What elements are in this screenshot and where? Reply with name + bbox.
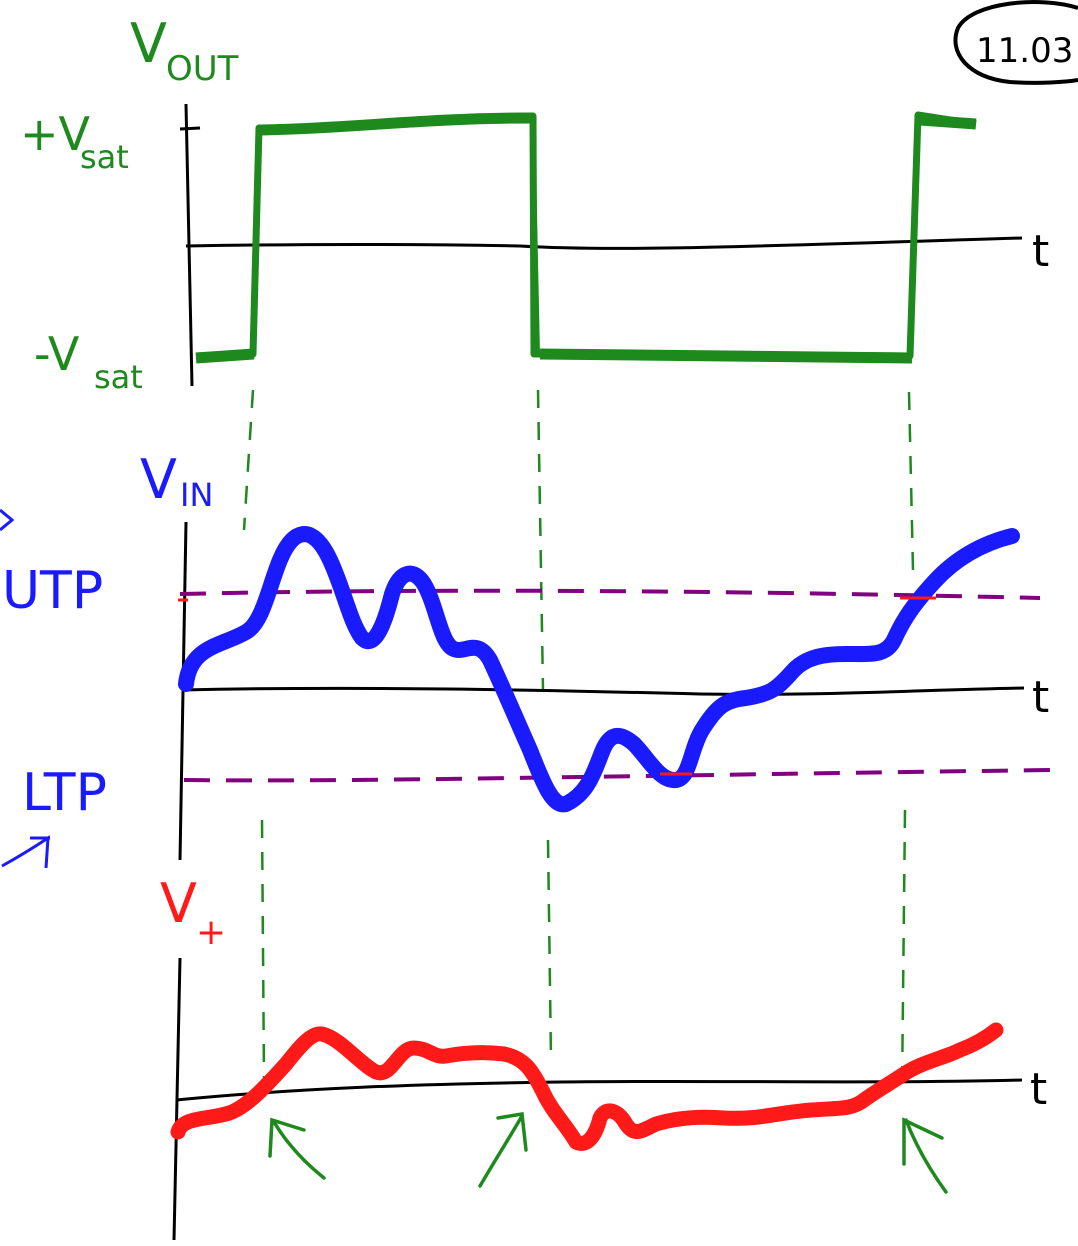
utp-label: UTP	[2, 561, 103, 621]
neg-sat-label: -V	[34, 327, 80, 381]
vout-time-axis	[185, 236, 1023, 250]
vin-panel: V IN UTP LTP t	[0, 448, 1053, 869]
vout-time-label: t	[1032, 226, 1049, 277]
arrow-icon-1	[268, 1117, 326, 1180]
ltp-threshold-line	[183, 768, 1053, 783]
vplus-waveform	[170, 1022, 1004, 1151]
vout-pos-tick	[179, 126, 201, 131]
vin-time-label: t	[1032, 672, 1049, 723]
page-tag: 11.03	[953, 0, 1078, 85]
page-tag-text: 11.03	[976, 31, 1073, 71]
vplus-panel: V + t	[160, 872, 1047, 1241]
arrow-icon-3	[902, 1117, 948, 1194]
vout-low-seg-2	[539, 348, 913, 364]
vin-axis-subscript: IN	[180, 476, 213, 514]
vout-edge-2	[531, 117, 540, 355]
vout-edge-3	[908, 119, 920, 353]
guide-line-1b	[260, 819, 266, 1081]
pos-sat-subscript: sat	[80, 138, 129, 176]
ltp-arrow-icon	[1, 835, 50, 869]
vout-high-seg-2	[919, 114, 977, 130]
vout-axis-subscript: OUT	[166, 49, 239, 89]
vout-low-seg-1	[195, 348, 255, 364]
vin-waveform	[178, 526, 1020, 813]
vout-high-seg	[261, 112, 535, 136]
vin-time-axis	[181, 686, 1025, 696]
guide-line-2b	[546, 839, 553, 1061]
guide-line-2	[536, 389, 545, 691]
vplus-axis-subscript: +	[196, 912, 226, 953]
guide-line-1	[242, 389, 255, 531]
guide-line-3	[907, 391, 915, 571]
vplus-time-label: t	[1030, 1064, 1047, 1115]
pos-sat-label: +V	[20, 107, 91, 161]
transition-arrows	[268, 1111, 948, 1194]
arrow-icon-2	[478, 1111, 528, 1188]
utp-threshold-line	[179, 588, 1041, 600]
vout-waveform	[195, 111, 977, 360]
vplus-axis-label: V	[160, 872, 197, 935]
ltp-label: LTP	[22, 763, 107, 823]
neg-sat-subscript: sat	[94, 358, 143, 396]
vout-panel: V OUT +V sat -V sat t	[20, 12, 1049, 396]
transition-guides	[242, 389, 915, 1091]
guide-line-3b	[900, 809, 907, 1091]
vout-edge-1	[251, 127, 261, 355]
vin-axis-label: V	[140, 448, 177, 511]
utp-arrow-icon	[0, 508, 15, 532]
vout-axis-label: V	[130, 12, 167, 75]
